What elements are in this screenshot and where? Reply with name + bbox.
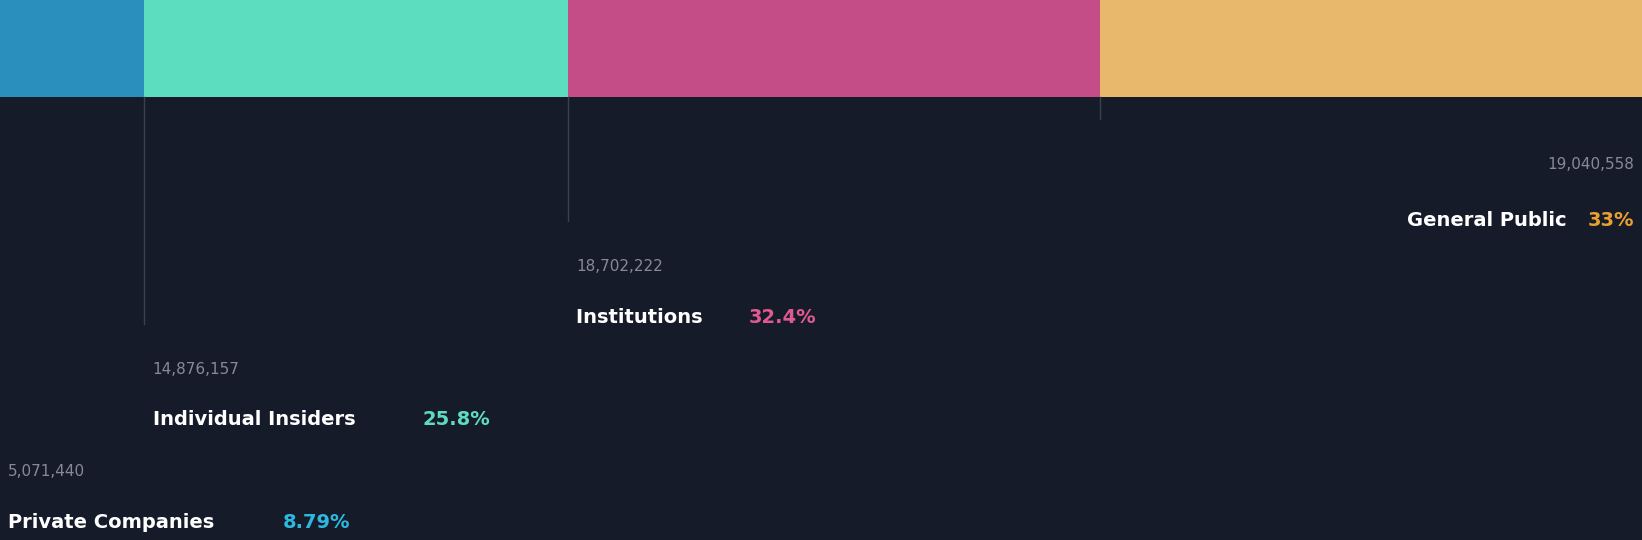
Bar — [0, 0, 144, 97]
Text: 5,071,440: 5,071,440 — [8, 464, 85, 480]
Text: 32.4%: 32.4% — [749, 308, 816, 327]
Bar — [1100, 0, 1642, 97]
Text: 25.8%: 25.8% — [422, 410, 491, 429]
Text: 18,702,222: 18,702,222 — [576, 259, 663, 274]
Text: General Public: General Public — [1407, 211, 1573, 229]
Text: 19,040,558: 19,040,558 — [1547, 157, 1634, 172]
Text: Institutions: Institutions — [576, 308, 709, 327]
Text: Individual Insiders: Individual Insiders — [153, 410, 361, 429]
Bar — [568, 0, 1100, 97]
Text: Private Companies: Private Companies — [8, 513, 222, 532]
Text: 14,876,157: 14,876,157 — [153, 362, 240, 377]
Text: 33%: 33% — [1588, 211, 1634, 229]
Text: 8.79%: 8.79% — [282, 513, 350, 532]
Bar — [144, 0, 568, 97]
